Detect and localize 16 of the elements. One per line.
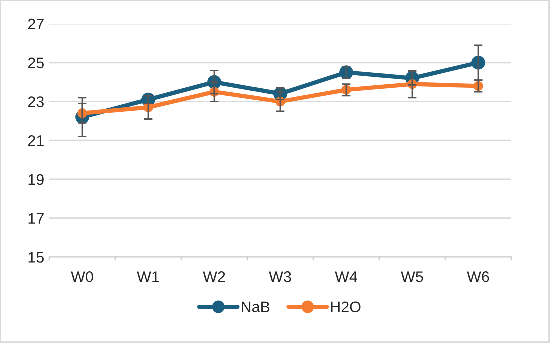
x-tick-label: W2 [203,272,226,282]
y-tick-label: 27 [28,18,44,30]
legend-label: H2O [331,302,361,313]
y-tick-label: 15 [28,252,44,263]
x-tick-label: W0 [71,272,94,282]
y-tick-label: 23 [28,96,44,108]
x-tick-label: W4 [335,272,358,282]
y-tick-label: 17 [28,213,44,224]
x-tick-label: W6 [467,272,490,282]
y-tick-label: 21 [28,136,44,146]
x-tick-label: W5 [401,272,424,282]
x-tick-label: W3 [269,272,292,282]
y-tick-label: 19 [28,174,44,186]
y-tick-label: 25 [28,58,44,69]
legend-label: NaB [242,302,270,313]
x-tick-label: W1 [137,272,160,282]
